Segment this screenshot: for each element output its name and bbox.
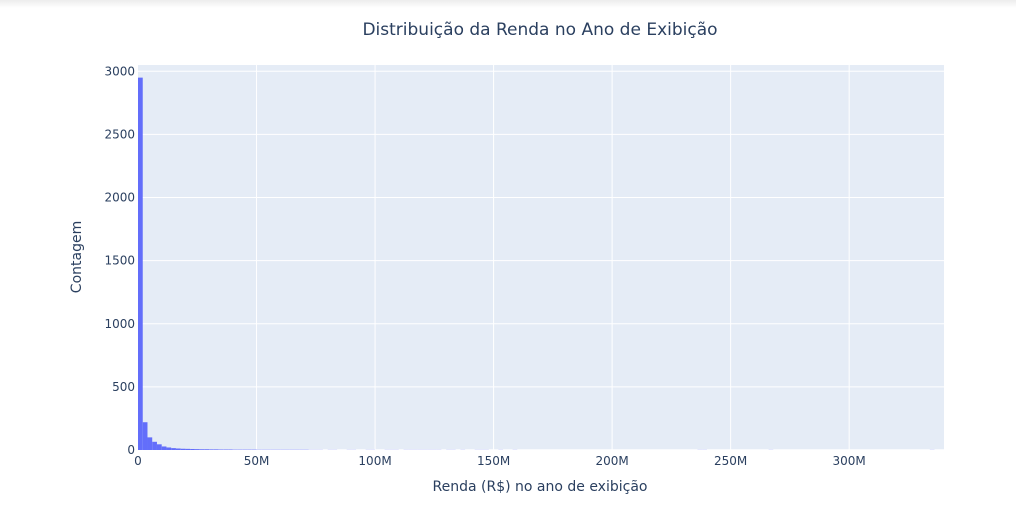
histogram-bar	[209, 449, 214, 450]
histogram-bar	[223, 449, 229, 450]
histogram-bar	[147, 437, 153, 450]
chart-title: Distribuição da Renda no Ano de Exibição	[362, 20, 717, 40]
x-tick-label: 250M	[714, 454, 747, 468]
histogram-bar	[228, 449, 233, 450]
histogram-bar	[185, 448, 191, 450]
histogram-bar	[171, 448, 176, 450]
x-tick-label: 200M	[595, 454, 628, 468]
x-tick-label: 0	[134, 454, 142, 468]
y-tick-label: 2500	[104, 127, 135, 141]
top-shadow-bar	[0, 0, 1016, 8]
histogram-bar	[199, 449, 205, 450]
histogram-bar	[166, 447, 172, 450]
plot-background	[138, 65, 944, 450]
y-tick-label: 0	[127, 443, 135, 457]
histogram-bar	[175, 448, 181, 450]
histogram-bar	[156, 444, 162, 450]
histogram-bar	[152, 441, 157, 450]
x-tick-label: 50M	[244, 454, 270, 468]
y-tick-label: 2000	[104, 191, 135, 205]
y-axis-title: Contagem	[69, 221, 85, 293]
histogram-bar	[194, 449, 200, 450]
x-tick-label: 150M	[477, 454, 510, 468]
histogram-bar	[218, 449, 224, 450]
histogram-bar	[161, 446, 167, 450]
y-tick-label: 3000	[104, 64, 135, 78]
histogram-bar	[190, 448, 195, 450]
y-tick-label: 1500	[104, 254, 135, 268]
y-tick-label: 1000	[104, 317, 135, 331]
x-axis-ticks: 0 50M 100M 150M 200M 250M 300M	[134, 454, 866, 468]
histogram-bars	[138, 77, 935, 450]
x-tick-label: 300M	[833, 454, 866, 468]
histogram-bar	[142, 422, 148, 450]
y-axis-ticks: 0 500 1000 1500 2000 2500 3000	[104, 64, 135, 457]
histogram-bar	[213, 449, 219, 450]
x-axis-title: Renda (R$) no ano de exibição	[433, 479, 648, 495]
histogram-bar	[204, 449, 210, 450]
x-tick-label: 100M	[358, 454, 391, 468]
y-tick-label: 500	[112, 380, 135, 394]
histogram-bar	[138, 77, 143, 450]
histogram-bar	[180, 448, 186, 450]
